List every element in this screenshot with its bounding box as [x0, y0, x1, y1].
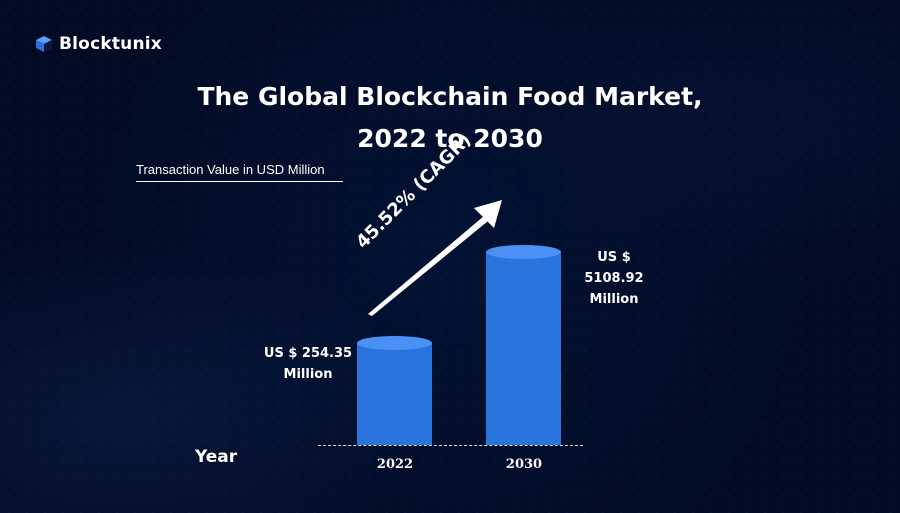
chart-subtitle: Transaction Value in USD Million — [136, 162, 343, 182]
x-tick-2030: 2030 — [505, 457, 543, 472]
x-axis-baseline — [318, 445, 583, 446]
brand-name: Blocktunix — [59, 34, 162, 54]
cube-icon — [36, 36, 52, 52]
x-axis-label: Year — [195, 447, 238, 467]
arrow-up-right-icon — [368, 200, 502, 316]
bar-2030 — [486, 245, 561, 445]
bar-2022 — [357, 336, 432, 445]
brand-logo: Blocktunix — [35, 34, 162, 54]
chart-title-line1: The Global Blockchain Food Market, — [197, 82, 703, 111]
x-tick-2022: 2022 — [376, 457, 414, 472]
bar-2022-value-label: US $ 254.35 Million — [263, 346, 353, 382]
bar-2022-top — [357, 336, 432, 350]
bar-2030-value-label: US $ 5108.92 Million — [584, 250, 644, 307]
bar-2030-top — [486, 245, 561, 259]
chart-title: The Global Blockchain Food Market, 2022 … — [0, 76, 900, 160]
chart-title-line2: 2022 to 2030 — [357, 124, 543, 153]
